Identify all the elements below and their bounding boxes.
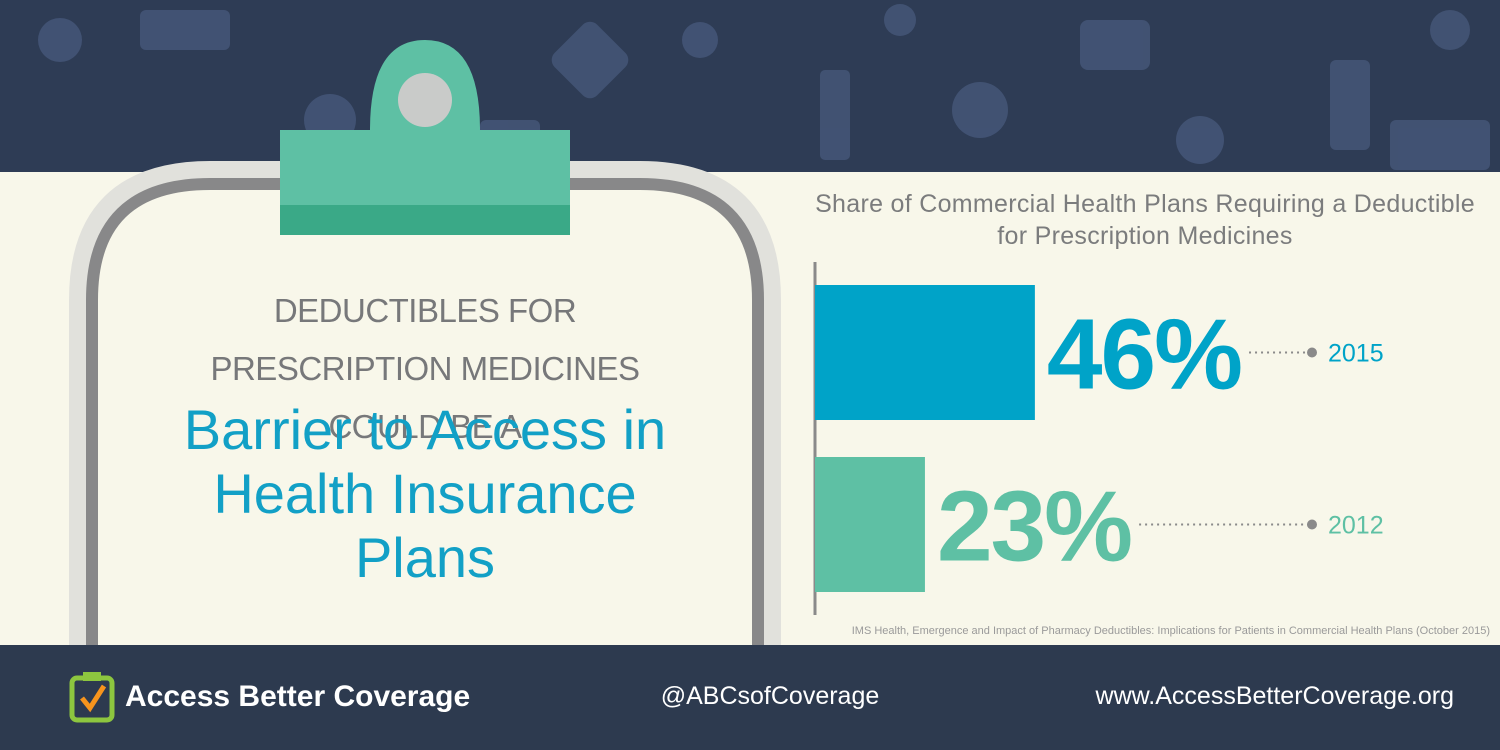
value-label: 46%: [1047, 299, 1241, 411]
category-label: 2015: [1328, 340, 1384, 368]
leader-dot: [1307, 519, 1317, 530]
clip-hole: [398, 73, 452, 127]
header-band: [0, 0, 1500, 172]
source: IMS Health, Emergence and Impact of Phar…: [851, 625, 1490, 637]
footer-band: [0, 645, 1500, 750]
bar: [815, 285, 1035, 420]
bar: [815, 457, 925, 592]
url[interactable]: www.AccessBetterCoverage.org: [1095, 682, 1454, 710]
handle[interactable]: @ABCsofCoverage: [660, 682, 880, 710]
headline-emphasis: Barrier to Access in Health Insurance Pl…: [183, 398, 667, 589]
headline-lead: DEDUCTIBLES FOR PRESCRIPTION MEDICINES C…: [210, 292, 640, 445]
clip-base: [280, 205, 570, 235]
clip: [280, 40, 570, 235]
value-label: 23%: [937, 471, 1131, 583]
chart-title: Share of Commercial Health Plans Requiri…: [815, 190, 1475, 250]
brand[interactable]: Access Better Coverage: [125, 680, 471, 713]
leader-dot: [1307, 347, 1317, 358]
category-label: 2012: [1328, 512, 1384, 540]
logo: [69, 672, 115, 723]
